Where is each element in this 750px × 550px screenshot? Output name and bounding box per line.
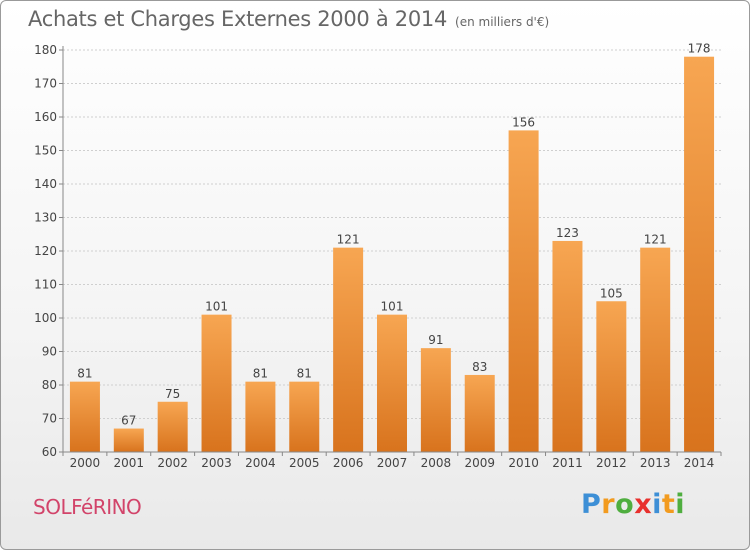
x-tick-label: 2001 <box>114 456 145 470</box>
bar-2010 <box>508 130 539 452</box>
bar-2009 <box>464 374 495 452</box>
x-tick-label: 2007 <box>377 456 408 470</box>
logo-letter: o <box>615 489 635 520</box>
chart-subtitle: (en milliers d'€) <box>455 15 550 29</box>
bar-2014 <box>684 56 715 452</box>
data-label-2011: 123 <box>556 226 579 240</box>
data-label-2001: 67 <box>121 414 136 428</box>
chart-title-text: Achats et Charges Externes 2000 à 2014 <box>28 7 448 31</box>
x-tick-label: 2008 <box>421 456 452 470</box>
x-tick-label: 2002 <box>157 456 188 470</box>
data-label-2014: 178 <box>688 42 711 56</box>
logo-letter: x <box>634 489 653 520</box>
y-tick-label: 80 <box>42 378 57 392</box>
x-tick-label: 2013 <box>640 456 671 470</box>
y-tick-label: 130 <box>34 211 57 225</box>
x-tick-label: 2009 <box>464 456 495 470</box>
bar-2007 <box>377 314 407 452</box>
x-tick-label: 2004 <box>245 456 276 470</box>
data-label-2012: 105 <box>600 286 623 300</box>
y-tick-label: 110 <box>34 278 57 292</box>
bar-2002 <box>157 401 188 452</box>
y-tick-label: 160 <box>34 110 57 124</box>
x-tick-label: 2000 <box>70 456 101 470</box>
axes: 60 70 80 90 100 110 120 130 140 150 160 170 180 2000 2… <box>34 43 722 470</box>
logo-letter: P <box>581 489 602 520</box>
x-tick-label: 2014 <box>684 456 715 470</box>
logo-letter: r <box>601 489 616 520</box>
data-label-2002: 75 <box>165 387 180 401</box>
data-label-2013: 121 <box>644 233 667 247</box>
data-label-2000: 81 <box>77 367 92 381</box>
y-tick-label: 90 <box>42 345 57 359</box>
bar-2013 <box>640 247 671 452</box>
bar-2008 <box>420 348 451 452</box>
x-tick-label: 2005 <box>289 456 320 470</box>
data-label-2005: 81 <box>297 367 312 381</box>
bar-2003 <box>201 314 232 452</box>
bar-2012 <box>596 301 627 452</box>
data-label-2003: 101 <box>205 300 228 314</box>
x-tick-label: 2011 <box>552 456 583 470</box>
logo-letter: i <box>675 489 686 520</box>
proxiti-logo: Proxiti <box>581 489 685 520</box>
bar-2011 <box>552 240 583 452</box>
x-tick-label: 2012 <box>596 456 627 470</box>
bars <box>69 56 715 452</box>
data-labels: 81 67 75 101 81 81 121 101 91 83 156 123 105 121 178 <box>77 42 710 428</box>
x-tick-label: 2010 <box>508 456 539 470</box>
y-tick-label: 150 <box>34 144 57 158</box>
logo-letter: t <box>661 489 676 520</box>
x-tick-label: 2003 <box>201 456 232 470</box>
bar-2000 <box>69 381 100 452</box>
data-label-2010: 156 <box>512 115 535 129</box>
y-tick-label: 170 <box>34 77 57 91</box>
place-name: SOLFéRINO <box>33 495 142 519</box>
data-label-2006: 121 <box>337 233 360 247</box>
data-label-2004: 81 <box>253 367 268 381</box>
logo-letter: i <box>652 489 662 520</box>
bar-2006 <box>333 247 364 452</box>
data-label-2008: 91 <box>428 333 443 347</box>
y-tick-label: 180 <box>34 43 57 57</box>
y-tick-label: 120 <box>34 244 57 258</box>
data-label-2007: 101 <box>381 300 404 314</box>
data-label-2009: 83 <box>472 360 487 374</box>
chart-title: Achats et Charges Externes 2000 à 2014 (e… <box>28 7 549 31</box>
y-tick-label: 140 <box>34 177 57 191</box>
bar-2004 <box>245 381 276 452</box>
x-tick-label: 2006 <box>333 456 364 470</box>
y-tick-label: 100 <box>34 311 57 325</box>
y-tick-label: 60 <box>42 445 57 459</box>
bar-2005 <box>289 381 320 452</box>
y-tick-label: 70 <box>42 412 57 426</box>
bar-2001 <box>113 428 144 452</box>
